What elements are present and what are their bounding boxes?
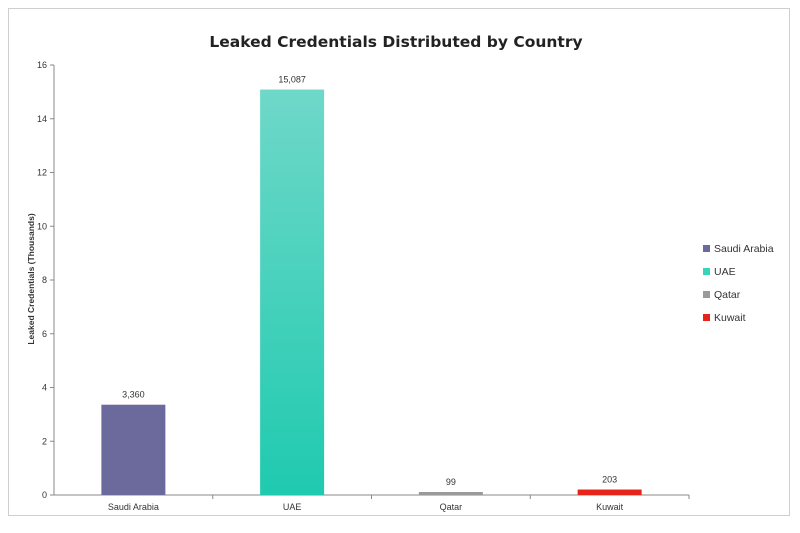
x-tick-label: Saudi Arabia [108, 502, 159, 512]
legend-label: Saudi Arabia [714, 243, 774, 255]
y-axis-label: Leaked Credentials (Thousands) [26, 213, 36, 344]
legend-label: UAE [714, 266, 736, 278]
legend-swatch [703, 291, 710, 298]
legend-swatch [703, 314, 710, 321]
bars [101, 89, 642, 496]
y-tick-label: 6 [42, 329, 47, 339]
y-tick-label: 10 [37, 221, 47, 231]
chart-frame: Leaked Credentials Distributed by Countr… [8, 8, 790, 516]
chart-title: Leaked Credentials Distributed by Countr… [209, 33, 582, 51]
x-tick-label: Kuwait [596, 502, 624, 512]
x-tick-label: UAE [283, 502, 302, 512]
legend-label: Qatar [714, 289, 741, 301]
y-tick-label: 4 [42, 383, 47, 393]
y-tick-label: 2 [42, 436, 47, 446]
y-tick-label: 8 [42, 275, 47, 285]
legend-label: Kuwait [714, 312, 746, 324]
x-tick-label: Qatar [440, 502, 463, 512]
bar-1 [260, 89, 325, 496]
bar-3 [577, 489, 642, 495]
data-labels: 3,360 15,087 99 203 [122, 75, 617, 487]
legend-swatch [703, 268, 710, 275]
y-tick-label: 14 [37, 114, 47, 124]
bar-2 [418, 492, 483, 495]
y-tick-label: 12 [37, 168, 47, 178]
data-label: 203 [602, 475, 617, 485]
legend-swatch [703, 245, 710, 252]
y-tick-label: 16 [37, 60, 47, 70]
bar-chart: Leaked Credentials Distributed by Countr… [26, 33, 774, 512]
legend: Saudi Arabia UAE Qatar Kuwait [703, 243, 774, 324]
y-tick-label: 0 [42, 490, 47, 500]
data-label: 99 [446, 477, 456, 487]
data-label: 3,360 [122, 390, 145, 400]
bar-0 [101, 404, 166, 495]
data-label: 15,087 [278, 75, 306, 85]
